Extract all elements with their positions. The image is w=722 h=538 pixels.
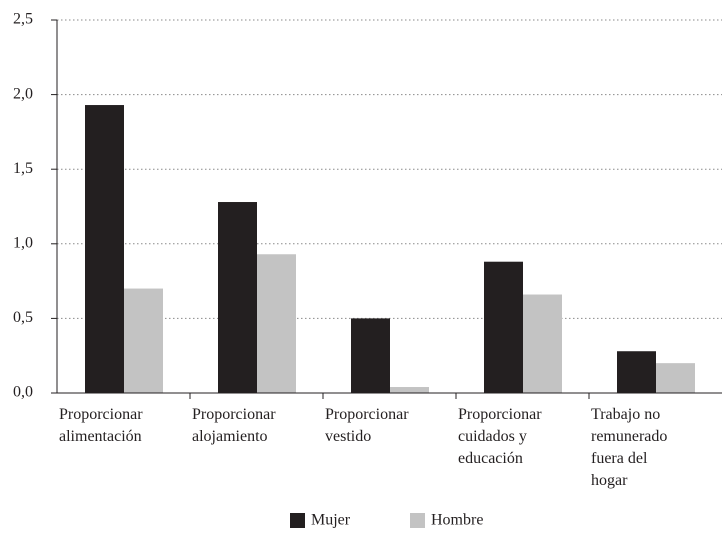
x-tick-label: Trabajo no remunerado fuera del hogar (591, 406, 668, 489)
bar (85, 105, 124, 393)
legend-swatch (290, 513, 305, 528)
legend-label: Hombre (431, 512, 483, 529)
legend-label: Mujer (311, 512, 351, 529)
bar (257, 254, 296, 393)
y-tick-label: 0,5 (13, 309, 33, 326)
x-tick-label: Proporcionar alimentación (59, 406, 143, 445)
bar (617, 351, 656, 393)
y-tick-label: 0,0 (13, 384, 33, 401)
x-tick-label: Proporcionar cuidados y educación (458, 406, 542, 467)
x-tick-label: Proporcionar alojamiento (192, 406, 276, 445)
bar (656, 363, 695, 393)
bar (523, 294, 562, 393)
x-tick-label: Proporcionar vestido (325, 406, 409, 445)
legend-swatch (410, 513, 425, 528)
y-tick-label: 1,5 (13, 160, 33, 177)
y-tick-label: 1,0 (13, 234, 33, 251)
y-tick-label: 2,0 (13, 85, 33, 102)
y-tick-label: 2,5 (13, 11, 33, 28)
bar (218, 202, 257, 393)
bar (124, 288, 163, 393)
bar (351, 318, 390, 393)
bar (390, 387, 429, 393)
bar (484, 261, 523, 393)
